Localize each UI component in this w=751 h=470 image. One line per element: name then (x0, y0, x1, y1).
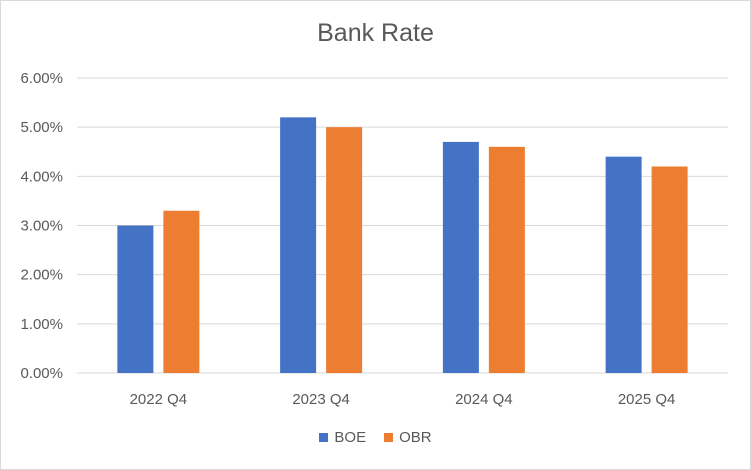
y-tick-label: 3.00% (20, 218, 63, 235)
x-tick-label: 2024 Q4 (455, 391, 513, 408)
bar-boe-1 (280, 117, 317, 373)
legend-item-obr: OBR (384, 429, 432, 446)
bar-obr-1 (326, 127, 363, 374)
y-tick-label: 6.00% (20, 70, 63, 87)
x-tick-label: 2023 Q4 (292, 391, 350, 408)
y-tick-label: 2.00% (20, 267, 63, 284)
chart-title: Bank Rate (317, 19, 434, 47)
bar-obr-2 (488, 146, 525, 373)
y-tick-label: 0.00% (20, 365, 63, 382)
bar-obr-3 (651, 166, 688, 373)
bar-boe-3 (605, 156, 642, 373)
bar-boe-2 (442, 141, 479, 373)
x-tick-label: 2025 Q4 (618, 391, 676, 408)
bar-obr-0 (163, 210, 200, 373)
legend-label-obr: OBR (399, 429, 432, 446)
bar-boe-0 (117, 225, 154, 373)
chart-legend: BOE OBR (1, 429, 750, 446)
y-tick-label: 4.00% (20, 168, 63, 185)
legend-label-boe: BOE (334, 429, 367, 446)
legend-swatch-obr (384, 433, 394, 442)
legend-swatch-boe (319, 433, 329, 442)
x-tick-label: 2022 Q4 (130, 391, 188, 408)
y-tick-label: 5.00% (20, 119, 63, 136)
legend-item-boe: BOE (319, 429, 366, 446)
y-tick-label: 1.00% (20, 316, 63, 333)
